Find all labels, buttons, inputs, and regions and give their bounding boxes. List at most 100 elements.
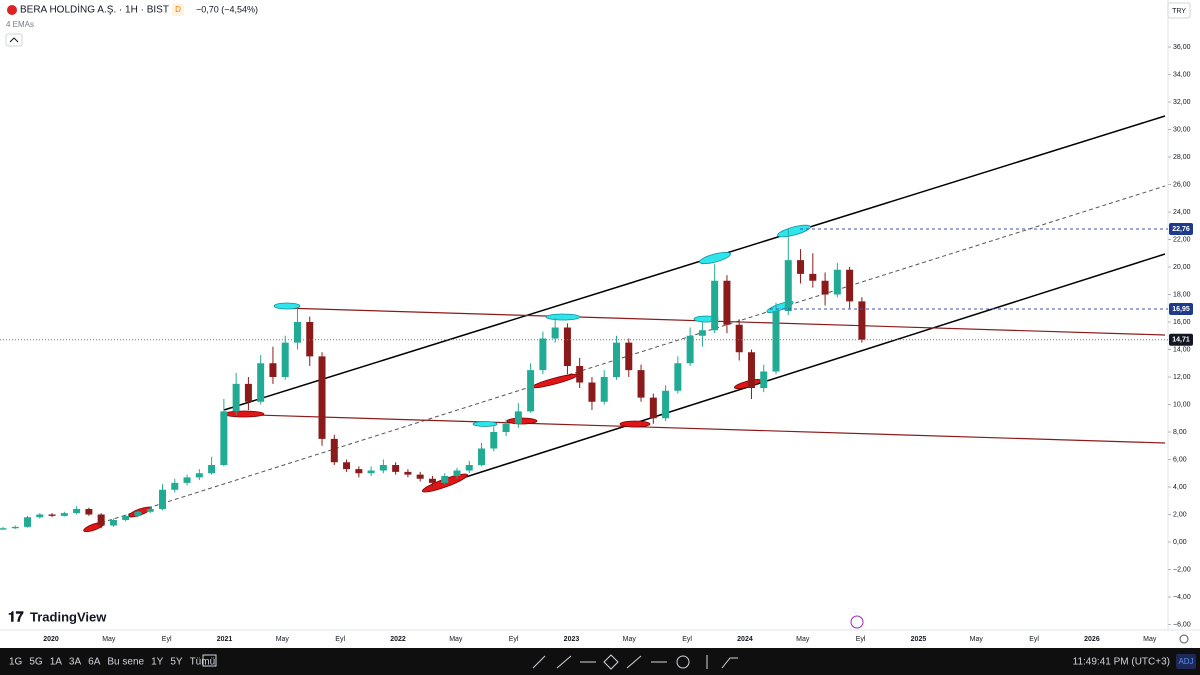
y-tick-label: 32,00: [1173, 99, 1191, 106]
red-marker: [506, 417, 538, 425]
drawings: [83, 115, 1166, 533]
candle-body: [134, 511, 142, 516]
candle-body: [563, 327, 571, 366]
price-label: 14,71: [1172, 337, 1190, 344]
x-tick-label: May: [970, 636, 984, 643]
tool-icon[interactable]: [532, 655, 546, 669]
red-line-bottom: [223, 413, 1166, 444]
range-button[interactable]: 5G: [29, 657, 43, 668]
y-tick-label: −2,00: [1173, 566, 1191, 573]
badge-bg: [172, 4, 184, 16]
candle-body: [85, 509, 93, 515]
candle-body: [208, 465, 216, 474]
candle-body: [48, 514, 56, 516]
y-tick-label: 36,00: [1173, 44, 1191, 51]
candle-body: [428, 478, 436, 483]
candle-body: [760, 371, 768, 388]
candle-body: [809, 273, 817, 281]
candle-body: [698, 330, 706, 336]
candle-body: [588, 382, 596, 402]
price-label-bg: [1169, 223, 1193, 236]
tool-icon[interactable]: [676, 655, 690, 669]
price-label: 16,95: [1172, 306, 1190, 313]
candle-body: [576, 366, 584, 383]
tv-logo-mark: 𝟏𝟕: [8, 609, 24, 625]
y-tick-label: 30,00: [1173, 126, 1191, 133]
candles: [0, 228, 866, 530]
y-tick-label: 0,00: [1173, 539, 1187, 546]
x-tick-label: 2025: [911, 636, 927, 643]
symbol-logo: [7, 5, 17, 15]
branding: TradingView: [30, 609, 107, 624]
range-button[interactable]: 1A: [50, 657, 63, 668]
x-tick-label: 2023: [564, 636, 580, 643]
tool-icon[interactable]: [556, 655, 572, 669]
range-button[interactable]: Tümü: [190, 657, 216, 668]
tool-icon[interactable]: [626, 655, 642, 669]
x-tick-label: Eyl: [162, 636, 172, 643]
candle-body: [625, 342, 633, 371]
candle-body: [257, 363, 265, 402]
candle-body: [367, 470, 375, 474]
cyan-marker: [699, 251, 731, 265]
candle-body: [833, 269, 841, 295]
candle-body: [711, 280, 719, 331]
candle-body: [662, 390, 670, 419]
x-tick-label: May: [102, 636, 116, 643]
y-tick-label: 18,00: [1173, 291, 1191, 298]
candle-body: [686, 335, 694, 364]
candle-body: [735, 324, 743, 353]
candle-body: [330, 438, 338, 463]
candle-body: [159, 489, 167, 509]
y-tick-label: 2,00: [1173, 511, 1187, 518]
candle-body: [318, 356, 326, 439]
y-tick-label: 12,00: [1173, 374, 1191, 381]
range-button[interactable]: 1G: [9, 657, 23, 668]
x-tick-label: May: [276, 636, 290, 643]
range-button[interactable]: 3A: [69, 657, 82, 668]
y-tick-label: 10,00: [1173, 401, 1191, 408]
calendar-icon[interactable]: [202, 654, 217, 667]
collapse-icon: [9, 37, 19, 43]
x-tick-label: Eyl: [335, 636, 345, 643]
candle-body: [772, 311, 780, 372]
currency-box[interactable]: [1167, 2, 1191, 19]
x-tick-label: 2022: [390, 636, 406, 643]
time-axis: 2020 May Eyl 2021 May Eyl 2022 May Eyl 2023 May Eyl…: [43, 636, 1157, 643]
bottom-toolbar: [0, 648, 1200, 675]
red-marker: [619, 420, 651, 428]
y-tick-label: 34,00: [1173, 71, 1191, 78]
collapse-button[interactable]: [5, 33, 23, 47]
clock: 11:49:41 PM (UTC+3): [1073, 657, 1170, 668]
range-button[interactable]: 6A: [88, 657, 101, 668]
adj-box[interactable]: [1176, 654, 1196, 669]
x-tick-label: 2021: [217, 636, 233, 643]
chart-bg: [0, 0, 1200, 648]
candle-body: [441, 476, 449, 483]
candle-body: [97, 514, 105, 526]
candle-body: [416, 474, 424, 479]
y-tick-label: 4,00: [1173, 484, 1187, 491]
event-icon[interactable]: [850, 615, 864, 629]
candle-body: [24, 517, 32, 527]
candle-body: [183, 477, 191, 483]
candle-body: [36, 514, 44, 518]
y-tick-label: −4,00: [1173, 594, 1191, 601]
price-label-bg: [1169, 302, 1193, 315]
cyan-marker: [545, 313, 581, 321]
tool-icon[interactable]: [721, 657, 738, 669]
candle-body: [600, 377, 608, 402]
channel-lower: [424, 253, 1166, 491]
range-button[interactable]: 5Y: [170, 657, 183, 668]
range-button[interactable]: 1Y: [151, 657, 164, 668]
candle-body: [0, 528, 7, 530]
x-tick-label: 2020: [43, 636, 59, 643]
candle-body: [171, 482, 179, 490]
adj: ADJ: [1178, 657, 1193, 666]
range-button[interactable]: Bu sene: [107, 657, 144, 668]
settings-icon[interactable]: [1179, 634, 1189, 644]
candle-body: [293, 322, 301, 343]
candle-body: [527, 370, 535, 412]
tool-icon[interactable]: [603, 654, 619, 670]
